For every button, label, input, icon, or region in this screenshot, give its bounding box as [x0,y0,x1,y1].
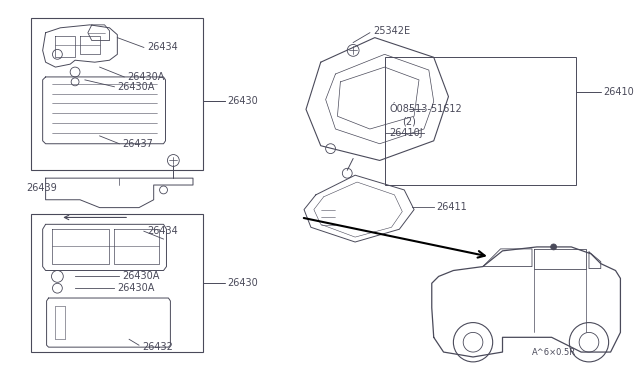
Text: 26430A: 26430A [117,283,155,293]
Text: 26411: 26411 [436,202,467,212]
Text: (2): (2) [403,116,416,126]
Text: 26434: 26434 [147,42,177,52]
Circle shape [550,244,557,250]
Text: 26430: 26430 [227,96,258,106]
Bar [31,215,203,352]
Text: 25342E: 25342E [373,26,410,36]
Bar [385,57,576,185]
Text: 26432: 26432 [142,342,173,352]
Text: 26439: 26439 [26,183,57,193]
Bar [31,18,203,170]
Text: 26410: 26410 [604,87,634,97]
Text: 26430: 26430 [227,278,258,288]
Text: 26410J: 26410J [390,128,423,138]
Text: 26434: 26434 [147,226,177,236]
Text: 26430A: 26430A [117,82,155,92]
Text: 26437: 26437 [122,139,153,149]
Text: A^6×0.5R: A^6×0.5R [532,348,576,357]
Text: Ó08513-51612: Ó08513-51612 [390,105,462,114]
Text: 26430A: 26430A [122,272,159,281]
Text: 26430A: 26430A [127,72,164,82]
